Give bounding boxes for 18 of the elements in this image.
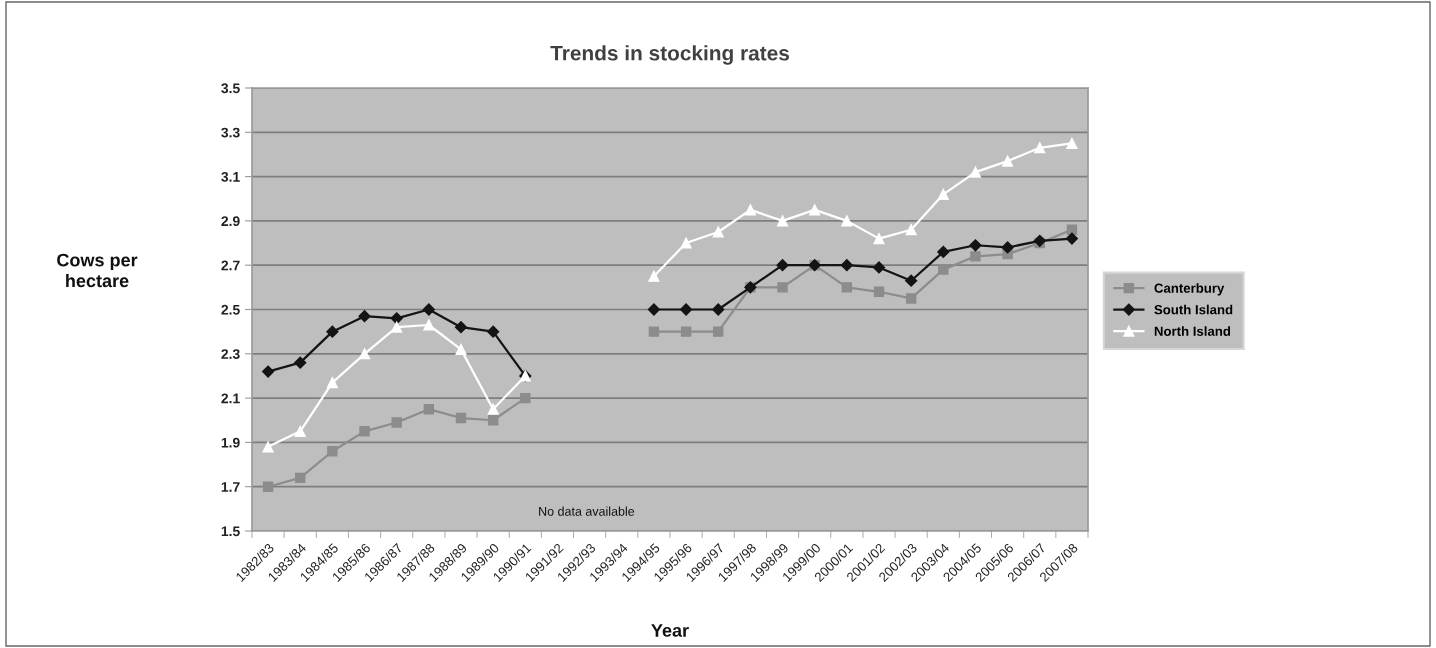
chart-title: Trends in stocking rates <box>550 45 789 65</box>
x-axis-title: Year <box>651 624 689 637</box>
y-tick-label: 2.5 <box>221 304 240 315</box>
y-tick-label: 2.9 <box>221 216 240 227</box>
y-tick-label: 2.3 <box>221 349 240 359</box>
y-tick-label: 3.1 <box>221 171 240 182</box>
y-tick-label: 1.5 <box>221 526 240 537</box>
y-tick-label: 1.9 <box>221 437 240 448</box>
y-tick-label: 2.1 <box>221 393 240 404</box>
legend-label: North Island <box>1154 326 1231 336</box>
annotation: No data available <box>539 506 635 516</box>
y-tick-label: 2.7 <box>221 260 240 271</box>
y-tick-label: 3.3 <box>221 127 240 138</box>
y-tick-label: 1.7 <box>221 482 240 492</box>
legend-label: South Island <box>1154 304 1233 315</box>
y-tick-label: 3.5 <box>221 83 240 94</box>
y-axis-title: Cows per hectare <box>57 253 138 288</box>
legend-label: Canterbury <box>1154 283 1225 296</box>
